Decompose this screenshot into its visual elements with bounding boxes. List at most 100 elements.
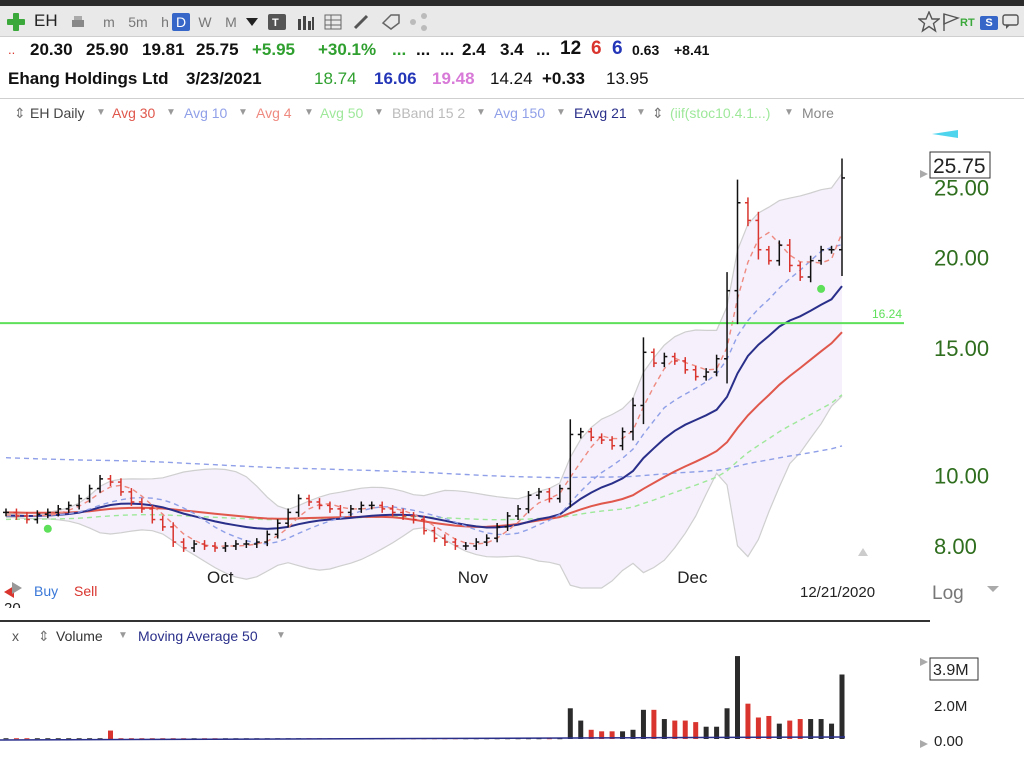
- print-icon[interactable]: [70, 15, 86, 29]
- quote-rank-1: 12: [560, 38, 582, 59]
- legend-caret-6[interactable]: ▼: [476, 107, 486, 118]
- ohlc-bar: [818, 245, 825, 265]
- grid-icon[interactable]: [324, 14, 342, 30]
- legend-caret-5[interactable]: ▼: [374, 107, 384, 118]
- ohlc-bar: [776, 240, 783, 266]
- volume-chart[interactable]: 3.9M 2.0M 0.00: [0, 648, 1024, 757]
- log-caret-icon[interactable]: [987, 586, 999, 592]
- volume-bar: [599, 731, 605, 739]
- scroll-marker-icon[interactable]: [932, 130, 958, 138]
- ohlc-bar: [264, 530, 271, 547]
- close-volume-label[interactable]: x: [12, 628, 19, 644]
- timeframe-W[interactable]: W: [198, 14, 212, 30]
- legend-custom[interactable]: (iif(stoc10.4.1...): [670, 105, 771, 121]
- volume-ma-label[interactable]: Moving Average 50: [138, 628, 258, 644]
- ohlc-bar: [138, 498, 145, 513]
- legend-bband[interactable]: BBand 15 2: [392, 105, 466, 121]
- rt-badge[interactable]: RT: [960, 17, 975, 29]
- legend-caret-8[interactable]: ▼: [636, 107, 646, 118]
- add-symbol-icon[interactable]: [6, 12, 26, 32]
- ohlc-bar: [358, 501, 365, 513]
- volume-bar: [766, 715, 772, 739]
- ohlc-bar: [755, 211, 762, 260]
- alert-flag-icon[interactable]: [942, 12, 960, 32]
- month-label: Oct: [207, 568, 234, 587]
- volume-bar: [34, 738, 40, 740]
- dropdown-caret-icon[interactable]: [246, 18, 258, 26]
- log-scale-toggle[interactable]: Log: [932, 583, 964, 604]
- volume-legend: x ⇕ Volume ▼ Moving Average 50 ▼: [0, 628, 930, 648]
- quote-dots-3: ...: [440, 40, 455, 59]
- ohlc-bar: [661, 352, 668, 368]
- legend-avg50[interactable]: Avg 50: [320, 105, 364, 121]
- drag-icon-3[interactable]: ⇕: [38, 628, 50, 644]
- sell-label[interactable]: Sell: [74, 583, 97, 599]
- quote-change: +5.95: [252, 40, 296, 59]
- collapse-arrow-icon[interactable]: [858, 548, 868, 556]
- symbol-input[interactable]: EH: [34, 11, 58, 30]
- price-tick-label: 8.00: [934, 534, 977, 559]
- star-icon[interactable]: [918, 11, 940, 33]
- text-tool-icon[interactable]: T: [268, 14, 286, 30]
- timeframe-M[interactable]: M: [225, 14, 237, 30]
- avg10-line: [6, 243, 843, 545]
- buy-label[interactable]: Buy: [34, 583, 58, 599]
- legend-caret-4[interactable]: ▼: [304, 107, 314, 118]
- ohlc-bar: [441, 534, 448, 547]
- legend-avg4[interactable]: Avg 4: [256, 105, 292, 121]
- legend-caret-1[interactable]: ▼: [96, 107, 106, 118]
- volume-bar: [703, 726, 709, 739]
- ohlc-bar: [692, 365, 699, 381]
- drag-icon-2[interactable]: ⇕: [652, 105, 664, 121]
- timeframe-m[interactable]: m: [103, 14, 115, 30]
- legend-avg150[interactable]: Avg 150: [494, 105, 546, 121]
- ohlc-bar: [3, 508, 9, 517]
- legend-symbol-daily[interactable]: EH Daily: [30, 105, 85, 121]
- connect-icon[interactable]: [408, 12, 430, 32]
- volume-bar: [776, 723, 782, 739]
- timeframe-D[interactable]: D: [172, 13, 190, 31]
- drag-icon[interactable]: ⇕: [14, 105, 26, 121]
- legend-caret-2[interactable]: ▼: [166, 107, 176, 118]
- annotation-icon[interactable]: [381, 13, 401, 31]
- ohlc-bar: [107, 475, 114, 487]
- legend-caret-9[interactable]: ▼: [784, 107, 794, 118]
- legend-avg30[interactable]: Avg 30: [112, 105, 156, 121]
- legend-eavg21[interactable]: EAvg 21: [574, 105, 627, 121]
- ohlc-bar: [734, 179, 741, 325]
- date-axis: Oct Nov Dec: [207, 568, 708, 587]
- timeframe-5m[interactable]: 5m: [128, 14, 148, 30]
- legend-caret-3[interactable]: ▼: [238, 107, 248, 118]
- company-name: Ehang Holdings Ltd: [8, 69, 169, 88]
- volume-caret[interactable]: ▼: [118, 630, 128, 641]
- ohlc-bar: [34, 510, 41, 524]
- volume-bar: [128, 738, 134, 740]
- volume-bar: [735, 656, 740, 739]
- ohlc-bar: [201, 540, 208, 550]
- quote-dots-1: ...: [392, 40, 407, 59]
- panel-divider: [0, 620, 930, 622]
- price-chart[interactable]: 16.24 25.00 20.00 15.00 10.00 8.00 25.75 Oct…: [0, 128, 1024, 608]
- legend-more[interactable]: More: [802, 105, 834, 121]
- legend-avg10[interactable]: Avg 10: [184, 105, 228, 121]
- bar-chart-icon[interactable]: [297, 14, 315, 30]
- s-badge[interactable]: S: [980, 16, 998, 30]
- ohlc-bar: [191, 540, 198, 552]
- timeframe-h[interactable]: h: [161, 14, 169, 30]
- volume-title[interactable]: Volume: [56, 628, 103, 644]
- ohlc-bar: [180, 538, 187, 552]
- pencil-icon[interactable]: [352, 13, 370, 31]
- legend-caret-7[interactable]: ▼: [556, 107, 566, 118]
- volume-bar: [66, 738, 72, 740]
- chat-icon[interactable]: [1002, 14, 1020, 30]
- svg-text:T: T: [272, 17, 279, 29]
- ohlc-bar: [431, 526, 438, 543]
- volume-bar: [13, 738, 19, 740]
- volume-ma-caret[interactable]: ▼: [276, 630, 286, 641]
- volume-bar: [808, 719, 814, 739]
- volume-bar: [76, 738, 82, 740]
- ohlc-bar: [13, 508, 20, 520]
- volume-tick-0: 0.00: [934, 733, 963, 750]
- buy-sell-arrows-icon[interactable]: [4, 582, 22, 598]
- volume-bar: [567, 708, 573, 739]
